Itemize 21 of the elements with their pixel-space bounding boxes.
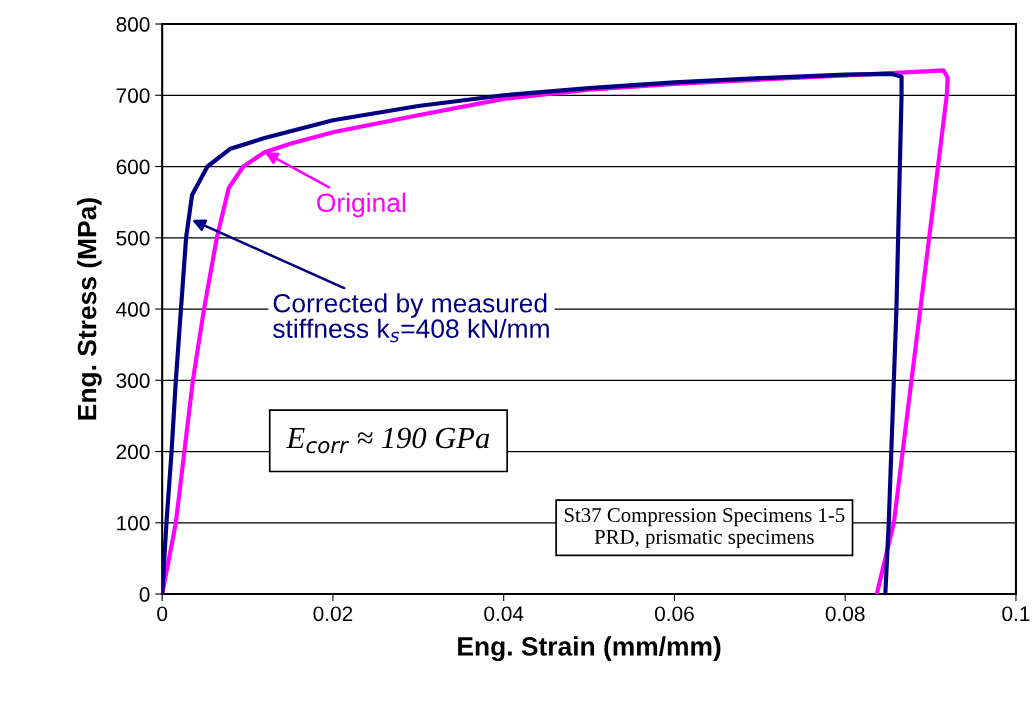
y-tick-label: 400 [116,302,150,317]
annotation: Corrected by measured stiffness k$_{s}$=408 kN/mm [273,293,549,343]
y-tick-label: 500 [116,230,150,246]
x-tick-label: 0.02 [313,606,353,622]
x-tick-label: 0 [157,606,168,622]
annotation: E$_{corr}$ ≈ 190 GPa [286,427,490,454]
x-tick-label: 0.08 [825,606,865,622]
y-tick-label: 600 [116,159,150,175]
x-tick-label: 0.04 [484,606,524,622]
annotation: St37 Compression Specimens 1-5 PRD, prismatic specimens [564,508,845,549]
y-tick-label: 800 [116,17,150,32]
x-axis-title: Eng. Strain (mm/mm) [458,636,721,662]
y-tick-label: 0 [139,587,150,602]
annotation: Original [317,192,406,218]
y-tick-label: 200 [116,444,150,460]
y-tick-label: 700 [116,88,150,104]
y-tick-label: 300 [116,373,150,389]
x-tick-label: 0.06 [654,606,694,622]
y-tick-label: 100 [117,515,150,531]
y-axis-title: Eng. Stress (MPa) [77,198,102,420]
x-tick-label: 0.1 [1002,606,1030,622]
